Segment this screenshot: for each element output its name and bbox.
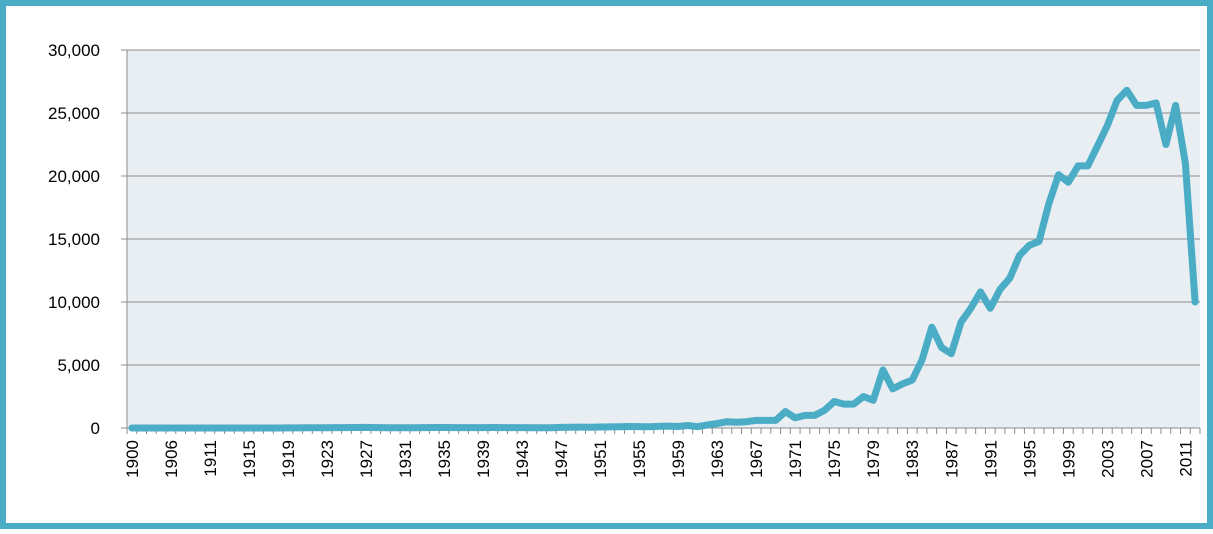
x-tick-label: 1919	[279, 440, 298, 478]
x-tick-label: 1935	[435, 440, 454, 478]
x-tick-label: 1900	[123, 440, 142, 478]
x-tick-label: 1943	[513, 440, 532, 478]
x-tick-label: 1939	[474, 440, 493, 478]
x-tick-label: 2011	[1176, 440, 1195, 477]
y-tick-label: 5,000	[57, 356, 100, 375]
x-tick-label: 1979	[864, 440, 883, 478]
x-tick-label: 2003	[1098, 440, 1117, 478]
x-tick-label: 1906	[162, 440, 181, 478]
x-tick-label: 1995	[1020, 440, 1039, 478]
x-tick-label: 1951	[591, 440, 610, 478]
x-tick-label: 1971	[786, 440, 805, 478]
x-tick-label: 1923	[318, 440, 337, 478]
y-tick-label: 30,000	[48, 41, 100, 60]
x-tick-label: 1915	[240, 440, 259, 478]
x-tick-label: 1999	[1059, 440, 1078, 478]
y-tick-label: 0	[91, 419, 100, 438]
x-tick-label: 1983	[903, 440, 922, 478]
y-tick-label: 20,000	[48, 167, 100, 186]
x-tick-label: 2007	[1137, 440, 1156, 478]
x-tick-label: 1987	[942, 440, 961, 478]
x-tick-label: 1931	[396, 440, 415, 478]
x-tick-label: 1963	[708, 440, 727, 478]
x-tick-label: 1955	[630, 440, 649, 478]
x-tick-label: 1959	[669, 440, 688, 478]
x-tick-label: 1975	[825, 440, 844, 478]
x-tick-label: 1967	[747, 440, 766, 478]
y-tick-label: 10,000	[48, 293, 100, 312]
x-tick-label: 1991	[981, 440, 1000, 478]
data-line	[128, 86, 1199, 432]
y-tick-label: 25,000	[48, 104, 100, 123]
y-tick-label: 15,000	[48, 230, 100, 249]
x-tick-label: 1947	[552, 440, 571, 478]
x-tick-label: 1927	[357, 440, 376, 478]
x-tick-label: 1911	[201, 440, 220, 477]
